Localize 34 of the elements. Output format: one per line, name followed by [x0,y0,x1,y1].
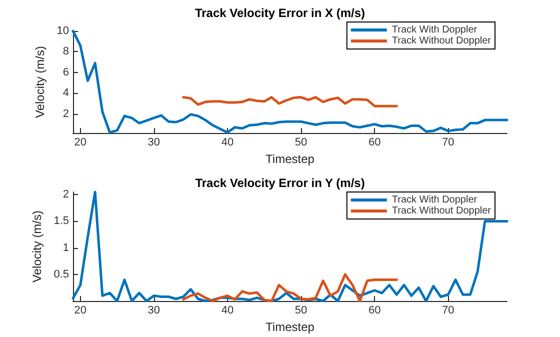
y-tick-label: 8 [62,46,69,58]
legend-label: Track Without Doppler [392,36,492,46]
legend-label: Track Without Doppler [392,206,492,216]
line-series [182,96,398,108]
y-axis-title: Velocity (m/s) [32,46,47,118]
x-tick-label: 20 [74,304,86,316]
y-tick-label: 10 [56,25,69,37]
x-tick-label: 40 [221,304,234,316]
chart-title: Track Velocity Error in Y (m/s) [195,176,365,190]
y-tick-label: 4 [62,87,69,100]
x-tick-label: 50 [294,136,308,148]
x-tick-label: 30 [148,136,160,148]
x-axis-title: Timestep [266,152,315,166]
line-series [182,273,398,302]
x-tick-label: 70 [442,136,454,148]
y-tick-label: 1.5 [54,215,69,228]
x-tick-label: 70 [442,304,454,316]
x-tick-label: 40 [221,136,234,148]
x-tick-label: 30 [148,304,160,316]
chart-title: Track Velocity Error in X (m/s) [194,6,366,20]
x-axis-title: Timestep [266,320,315,334]
x-tick-label: 50 [294,304,308,316]
legend-label: Track With Doppler [392,194,478,206]
y-tick-label: 2 [62,188,69,201]
line-series [72,190,508,302]
y-tick-label: 1 [62,242,69,254]
y-tick-label: 0.5 [54,268,69,280]
x-tick-label: 60 [368,136,381,148]
x-tick-label: 60 [368,304,381,316]
y-tick-label: 2 [62,108,69,120]
y-tick-label: 6 [62,66,69,78]
legend-label: Track With Doppler [392,24,478,36]
x-tick-label: 20 [74,136,86,148]
y-axis-title: Velocity (m/s) [30,210,44,283]
